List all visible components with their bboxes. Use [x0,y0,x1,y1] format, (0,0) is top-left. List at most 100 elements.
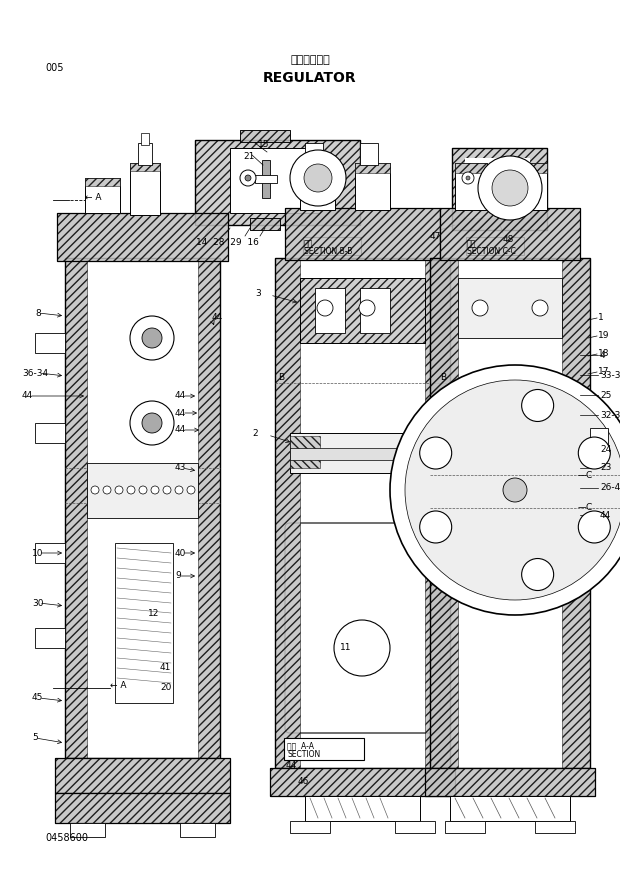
Text: 5: 5 [32,733,38,743]
Text: 4: 4 [600,350,606,359]
Bar [270,768,455,796]
Circle shape [115,486,123,494]
Bar [230,148,320,213]
Bar [57,213,228,261]
Bar [360,143,378,165]
Circle shape [334,620,390,676]
Bar [275,258,300,768]
Bar [300,163,335,173]
Bar [57,213,228,261]
Bar [590,428,608,450]
Circle shape [503,478,527,502]
Text: 005: 005 [45,63,63,73]
Text: 断面: 断面 [467,239,476,248]
Text: SECTION: SECTION [287,750,321,759]
Text: 17: 17 [598,368,609,377]
Bar [466,237,524,255]
Bar [300,278,425,343]
Bar [305,796,420,821]
Circle shape [390,365,620,615]
Bar [395,821,435,833]
Bar [85,178,120,186]
Circle shape [462,172,474,184]
Text: 48: 48 [503,235,515,244]
Bar [130,163,160,215]
Bar [440,208,580,260]
Bar [87,463,198,518]
Text: 18: 18 [598,350,609,358]
Bar [430,258,458,768]
Text: 20: 20 [160,683,171,693]
Circle shape [578,511,610,543]
Text: 1: 1 [598,314,604,322]
Bar [300,163,335,210]
Circle shape [175,486,183,494]
Circle shape [142,328,162,348]
Text: 30: 30 [32,598,43,607]
Bar [355,163,390,173]
Circle shape [304,164,332,192]
Text: 11: 11 [340,644,352,653]
Bar [440,208,580,260]
Text: 44: 44 [600,511,611,519]
Circle shape [163,486,171,494]
Bar [360,288,390,333]
Bar [455,163,487,210]
Circle shape [142,413,162,433]
Bar [455,163,487,173]
Bar [138,143,152,165]
Bar [195,140,360,225]
Text: B: B [278,373,284,383]
Text: 47: 47 [430,232,441,241]
Bar [262,160,270,198]
Bar [458,278,562,338]
Circle shape [290,150,346,206]
Bar [65,258,87,758]
Text: 24: 24 [600,446,611,455]
Bar [285,208,440,260]
FancyBboxPatch shape [285,523,440,733]
Text: 44: 44 [286,760,297,769]
Bar [562,258,590,768]
Circle shape [521,559,554,590]
Text: —C: —C [578,470,593,479]
Bar [35,423,65,443]
Bar [35,628,65,648]
Circle shape [359,300,375,316]
Bar [290,821,330,833]
Text: 33-36: 33-36 [600,371,620,379]
Bar [255,175,277,183]
Text: 44: 44 [212,314,223,322]
Bar [180,823,215,837]
Bar [290,433,435,473]
Bar [535,821,575,833]
Text: 44: 44 [175,408,186,418]
Circle shape [130,316,174,360]
Bar [472,175,488,182]
Text: 41: 41 [160,663,171,673]
Circle shape [420,437,452,469]
Bar [240,130,290,142]
Circle shape [139,486,147,494]
Circle shape [130,401,174,445]
Bar [305,143,323,165]
Circle shape [420,511,452,543]
Text: 40: 40 [175,548,187,557]
Text: 9: 9 [175,571,181,581]
Bar [270,768,455,796]
Text: 36-34: 36-34 [22,369,48,378]
Text: 8: 8 [35,308,41,317]
Text: 19: 19 [598,331,609,341]
Bar [250,218,280,230]
Circle shape [127,486,135,494]
Bar [430,258,590,768]
Bar [445,821,485,833]
Bar [284,738,364,760]
Bar [275,258,450,768]
Bar [300,278,425,343]
Text: —C: —C [578,504,593,512]
Circle shape [478,156,542,220]
Bar [35,333,65,353]
Circle shape [240,170,256,186]
Bar [115,543,173,703]
